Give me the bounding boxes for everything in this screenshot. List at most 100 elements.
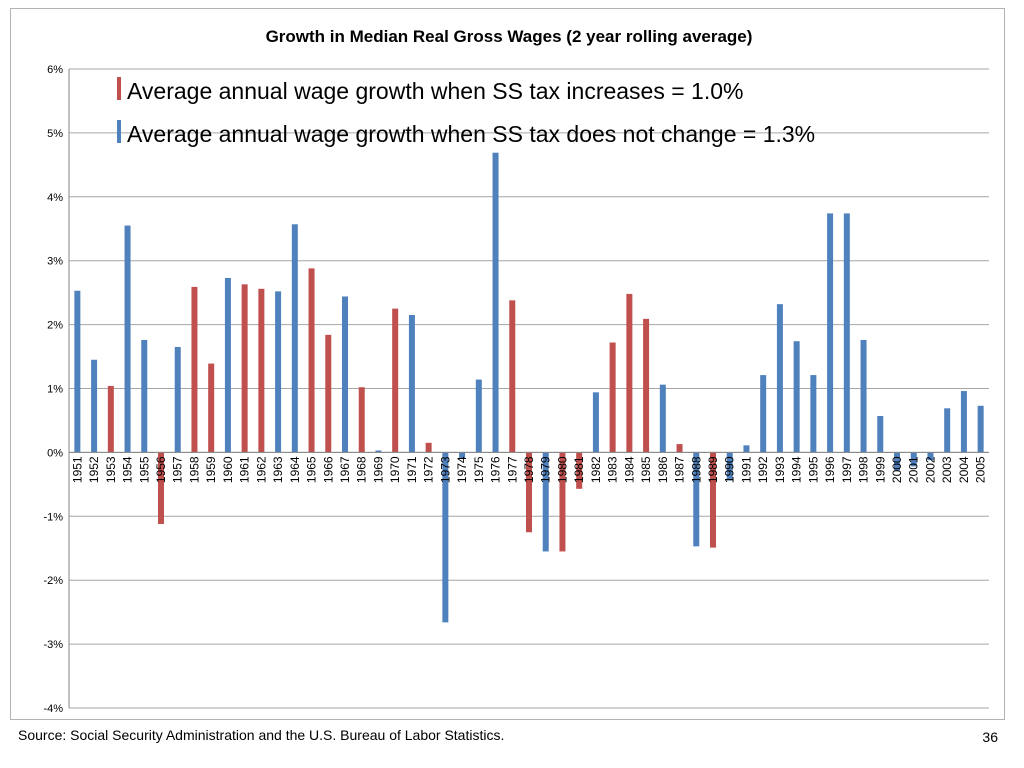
bar (576, 452, 583, 489)
bars (74, 152, 984, 623)
bar (860, 339, 867, 453)
bar (124, 225, 131, 453)
bar (74, 290, 81, 453)
x-tick-label: 1977 (505, 456, 519, 483)
bar (843, 213, 850, 453)
bar (475, 379, 482, 453)
x-axis-ticks: 1951 1952 1953 1954 1955 1956 1957 1958 1959 1960… (70, 456, 987, 483)
x-tick-label: 1990 (723, 456, 737, 483)
bar (960, 391, 967, 453)
bar (392, 308, 399, 453)
x-tick-label: 1993 (773, 456, 787, 483)
bar (710, 452, 716, 548)
x-tick-label: 1991 (739, 456, 753, 483)
legend-label: Average annual wage growth when SS tax i… (127, 78, 744, 104)
bar (91, 359, 98, 453)
y-tick-label: -3% (43, 639, 63, 651)
bar (526, 452, 532, 533)
x-tick-label: 1988 (689, 456, 703, 483)
x-tick-label: 1952 (87, 456, 101, 483)
x-tick-label: 1983 (606, 456, 620, 483)
x-tick-label: 1976 (489, 456, 503, 483)
x-tick-label: 1975 (472, 456, 486, 483)
y-axis-ticks: -4% -3% -2% -1% 0% 1% 2% 3% 4% 5% 6% (43, 64, 63, 715)
bar (208, 363, 215, 453)
x-tick-label: 1966 (321, 456, 335, 483)
x-tick-label: 1997 (840, 456, 854, 483)
bar (425, 442, 432, 453)
y-tick-label: 1% (47, 384, 63, 396)
x-tick-label: 1962 (254, 456, 268, 483)
bar (927, 452, 934, 461)
bar (408, 315, 415, 453)
x-tick-label: 1970 (388, 456, 402, 483)
y-tick-label: 5% (47, 128, 63, 140)
x-tick-label: 1985 (639, 456, 653, 483)
legend-label: Average annual wage growth when SS tax d… (127, 121, 815, 147)
bar (726, 452, 733, 481)
x-tick-label: 1951 (70, 456, 84, 483)
x-tick-label: 1967 (338, 456, 352, 483)
x-tick-label: 1996 (823, 456, 837, 483)
x-tick-label: 2001 (907, 456, 921, 483)
x-tick-label: 1971 (405, 456, 419, 483)
bar (592, 392, 599, 453)
bar (910, 452, 917, 467)
bar (810, 375, 817, 453)
bar (342, 296, 348, 453)
bar (793, 341, 800, 453)
x-tick-label: 1969 (371, 456, 385, 483)
y-tick-label: 4% (47, 192, 63, 204)
bar (559, 452, 566, 552)
bar (643, 318, 650, 453)
x-tick-label: 2005 (974, 456, 988, 483)
bar (358, 387, 365, 453)
bar (141, 339, 148, 453)
x-tick-label: 1987 (673, 456, 687, 483)
x-tick-label: 1980 (555, 456, 569, 483)
bar (509, 300, 516, 453)
bar (174, 346, 181, 453)
bar (492, 152, 499, 453)
bar (258, 288, 265, 453)
bar (442, 452, 449, 623)
x-tick-label: 1978 (522, 456, 536, 483)
y-tick-label: 2% (47, 320, 63, 332)
bar (977, 405, 984, 453)
bar (877, 415, 884, 453)
x-tick-label: 1968 (355, 456, 369, 483)
bar (107, 385, 114, 453)
bar (191, 286, 198, 453)
legend: Average annual wage growth when SS tax i… (117, 77, 815, 147)
bar (743, 445, 750, 453)
y-tick-label: -1% (43, 511, 63, 523)
x-tick-label: 1973 (438, 456, 452, 483)
bar (158, 452, 164, 524)
bar (760, 375, 767, 453)
x-tick-label: 1964 (288, 456, 302, 483)
x-tick-label: 2002 (923, 456, 937, 483)
x-tick-label: 1992 (756, 456, 770, 483)
x-tick-label: 1958 (187, 456, 201, 483)
bar (308, 268, 315, 453)
chart-title: Growth in Median Real Gross Wages (2 yea… (266, 27, 753, 46)
bar (659, 384, 666, 453)
gridlines (68, 68, 989, 709)
x-tick-label: 1986 (656, 456, 670, 483)
y-tick-label: -4% (43, 703, 63, 715)
bar (626, 293, 633, 453)
x-tick-label: 1954 (121, 456, 135, 483)
x-tick-label: 2004 (957, 456, 971, 483)
y-tick-label: -2% (43, 575, 63, 587)
x-tick-label: 1960 (221, 456, 235, 483)
x-tick-label: 1955 (137, 456, 151, 483)
bar (291, 224, 298, 453)
bar (676, 444, 683, 453)
x-tick-label: 1974 (455, 456, 469, 483)
bar (609, 342, 616, 453)
x-tick-label: 1956 (154, 456, 168, 483)
x-tick-label: 1963 (271, 456, 285, 483)
bar (693, 452, 700, 547)
bar (894, 452, 900, 471)
x-tick-label: 1995 (806, 456, 820, 483)
